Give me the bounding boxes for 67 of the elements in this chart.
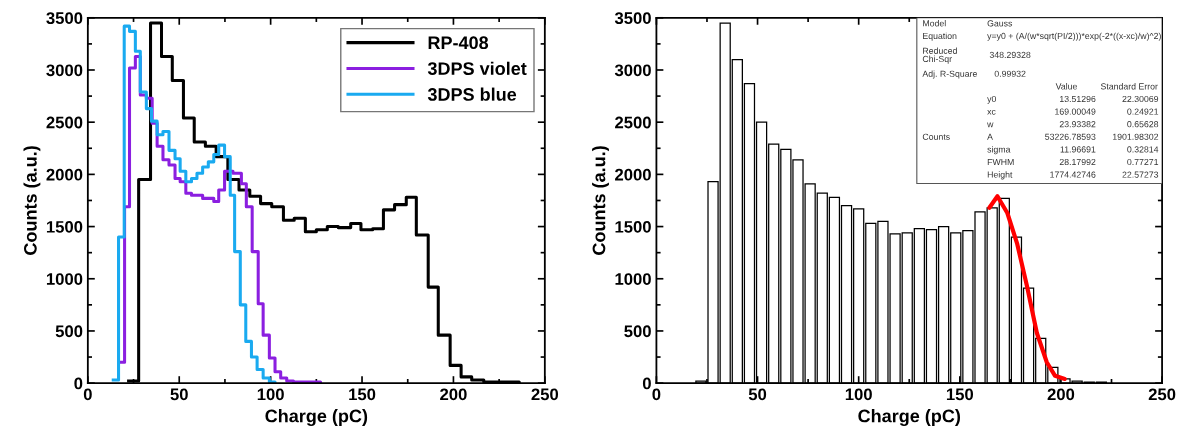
- annotation: 0.77271: [1127, 158, 1159, 166]
- legend-label: RP-408: [428, 36, 489, 50]
- annotation: 11.96691: [1060, 146, 1096, 153]
- y-tick-label: 3500: [614, 12, 651, 25]
- annotation: 22.57273: [1122, 171, 1159, 178]
- x-tick-label: 100: [257, 388, 284, 401]
- y-tick-label: 1000: [46, 273, 83, 285]
- y-tick-label: 2500: [46, 116, 83, 129]
- x-tick-label: 50: [748, 388, 767, 401]
- annotation: 22.30069: [1122, 95, 1159, 103]
- legend-label: 3DPS blue: [427, 87, 517, 101]
- annotation: xc: [987, 109, 996, 115]
- annotation: 1774.42746: [1050, 171, 1096, 178]
- x-tick-label: 250: [531, 388, 559, 401]
- x-tick-label: 200: [440, 388, 467, 401]
- annotation: Standard Error: [1100, 83, 1158, 90]
- annotation: 0.32814: [1127, 146, 1159, 153]
- x-tick-label: 200: [1047, 388, 1075, 401]
- x-tick-label: 0: [83, 388, 92, 401]
- annotation: sigma: [987, 146, 1011, 155]
- y-tick-label: 3500: [46, 12, 83, 25]
- annotation: 13.51296: [1060, 95, 1096, 103]
- x-tick-label: 100: [845, 388, 872, 401]
- y-tick-label: 3000: [614, 64, 651, 77]
- y-axis-title: Counts (a.u.): [23, 146, 41, 255]
- x-tick-label: 150: [349, 388, 376, 401]
- annotation: Counts: [922, 133, 950, 140]
- annotation: 53226.78593: [1045, 133, 1096, 140]
- annotation: 0.99932: [994, 70, 1026, 77]
- y-tick-label: 2500: [615, 116, 651, 129]
- y-tick-label: 500: [55, 325, 83, 338]
- y-tick-label: 2000: [615, 168, 651, 181]
- x-tick-label: 150: [946, 388, 974, 401]
- annotation: y0: [987, 95, 997, 104]
- x-axis-title: Charge (pC): [858, 409, 961, 427]
- annotation: Value: [1055, 83, 1077, 90]
- annotation: 0.24921: [1127, 108, 1159, 115]
- annotation: FWHM: [987, 158, 1014, 166]
- annotation: Model: [923, 20, 946, 27]
- annotation: y=y0 + (A/(w*sqrt(PI/2)))*exp(-2*((x-xc)/w)^2): [987, 32, 1161, 41]
- y-axis-title: Counts (a.u.): [592, 146, 609, 255]
- annotation: 0.65628: [1127, 121, 1159, 128]
- annotation: Equation: [923, 32, 957, 41]
- annotation: 348.29328: [989, 51, 1031, 58]
- annotation: 28.17992: [1059, 158, 1096, 166]
- y-tick-label: 2000: [46, 168, 83, 181]
- x-axis-title: Charge (pC): [265, 409, 368, 427]
- y-tick-label: 1500: [46, 220, 83, 233]
- y-tick-label: 3000: [46, 64, 83, 77]
- x-tick-label: 50: [170, 388, 188, 401]
- y-tick-label: 0: [74, 377, 83, 390]
- x-tick-label: 0: [652, 388, 661, 401]
- annotation: 169.00049: [1055, 108, 1096, 115]
- y-tick-label: 1000: [615, 273, 651, 285]
- annotation: 1901.98302: [1112, 133, 1159, 140]
- annotation: Height: [987, 171, 1013, 180]
- annotation: Gauss: [987, 20, 1013, 27]
- annotation: w: [987, 122, 994, 128]
- annotation: A: [987, 133, 993, 140]
- annotation: Reduced Chi-Sqr: [922, 47, 957, 64]
- legend-label: 3DPS violet: [427, 61, 527, 75]
- annotation: 23.93382: [1059, 121, 1096, 128]
- annotation: Adj. R-Square: [922, 70, 977, 79]
- x-tick-label: 250: [1148, 388, 1176, 401]
- y-tick-label: 500: [624, 325, 651, 338]
- y-tick-label: 1500: [615, 220, 651, 233]
- y-tick-label: 0: [642, 377, 651, 390]
